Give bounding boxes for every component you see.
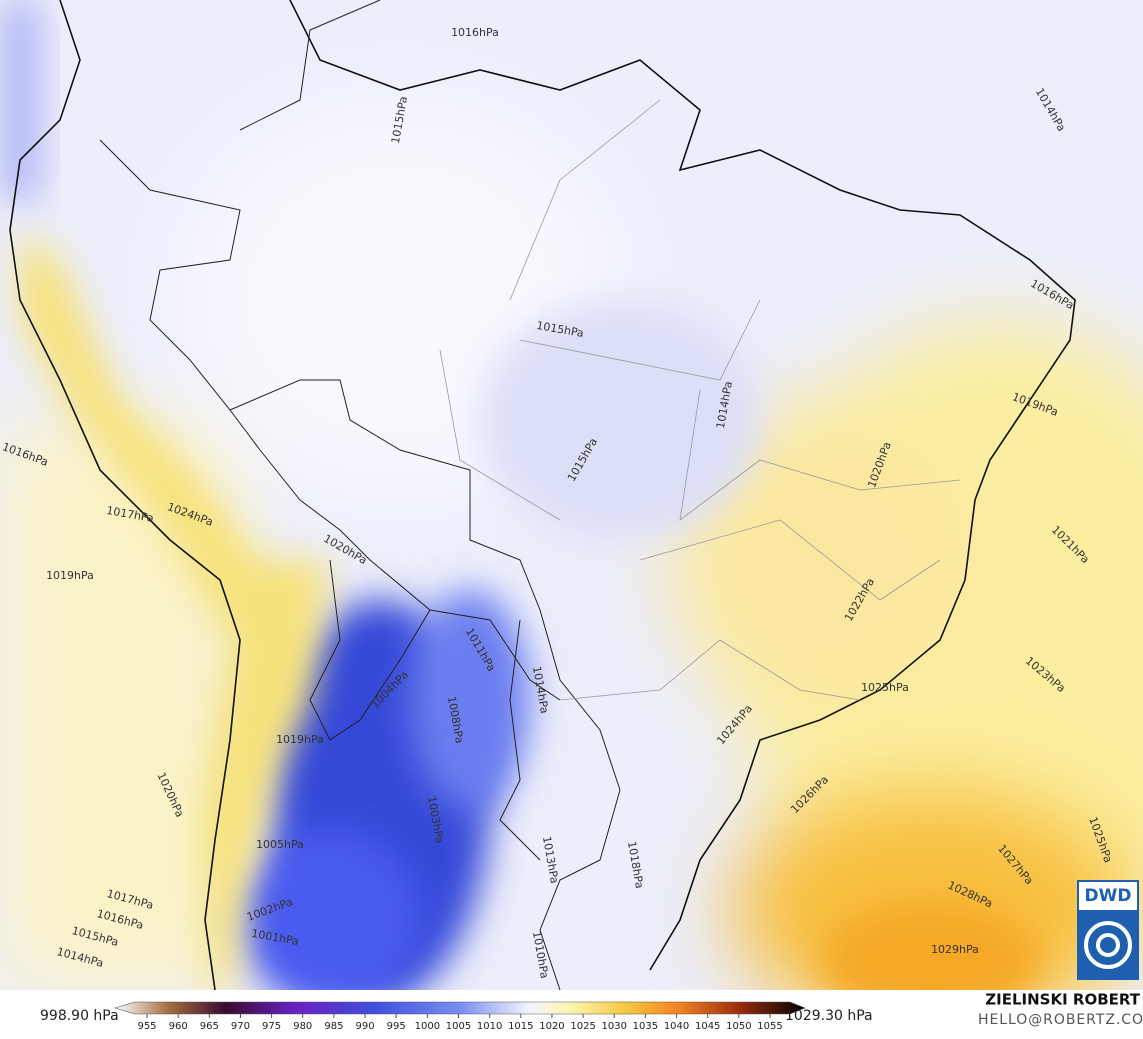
colorbar-ticks: 955 960 965 970 975 980 985 990 995 1000 1005 1010 1… [137,1014,783,1032]
colorbar-tick-label: 1030 [602,1021,627,1032]
colorbar-tick-label: 955 [137,1021,156,1032]
colorbar-tick-label: 990 [356,1021,375,1032]
colorbar-tick-label: 985 [324,1021,343,1032]
logo-swirl [1084,921,1132,969]
isobar-label: 1005hPa [256,838,304,851]
isobar-label: 1016hPa [451,26,499,39]
colorbar-tick-label: 1025 [570,1021,595,1032]
isobar-label: 1019hPa [46,569,94,582]
colorbar-tick-label: 980 [293,1021,312,1032]
colorbar-tick-label: 995 [387,1021,406,1032]
colorbar-tick-label: 960 [169,1021,188,1032]
colorbar-tick-label: 1035 [633,1021,658,1032]
colorbar-tick-label: 1040 [664,1021,689,1032]
logo-swirl-inner [1096,933,1120,957]
coastline [9,0,1076,991]
isobar-label: 1019hPa [276,733,324,746]
credit-name: ZIELINSKI ROBERT [985,991,1140,1009]
colorbar-tick-label: 1050 [726,1021,751,1032]
state-borders [439,99,961,701]
colorbar [113,1001,806,1015]
dwd-logo: DWD [1077,880,1139,980]
colorbar-tick-label: 1000 [415,1021,440,1032]
colorbar-tick-label: 1005 [446,1021,471,1032]
borders [99,0,621,991]
colorbar-tick-label: 1020 [539,1021,564,1032]
colorbar-tick-label: 1045 [695,1021,720,1032]
isobar-label: 1025hPa [861,681,909,694]
colorbar-tick-label: 1010 [477,1021,502,1032]
colorbar-tick-label: 1055 [757,1021,782,1032]
isobar-label: 1029hPa [931,943,979,956]
colorbar-min: 998.90 hPa [40,1008,119,1024]
colorbar-tick-label: 970 [231,1021,250,1032]
colorbar-max: 1029.30 hPa [785,1008,873,1024]
colorbar-tick-label: 1015 [508,1021,533,1032]
logo-text: DWD [1085,886,1132,906]
colorbar-tick-label: 975 [262,1021,281,1032]
colorbar-tick-label: 965 [200,1021,219,1032]
credit-email: HELLO@ROBERTZ.CO [978,1012,1143,1028]
logo-header [1079,882,1137,910]
